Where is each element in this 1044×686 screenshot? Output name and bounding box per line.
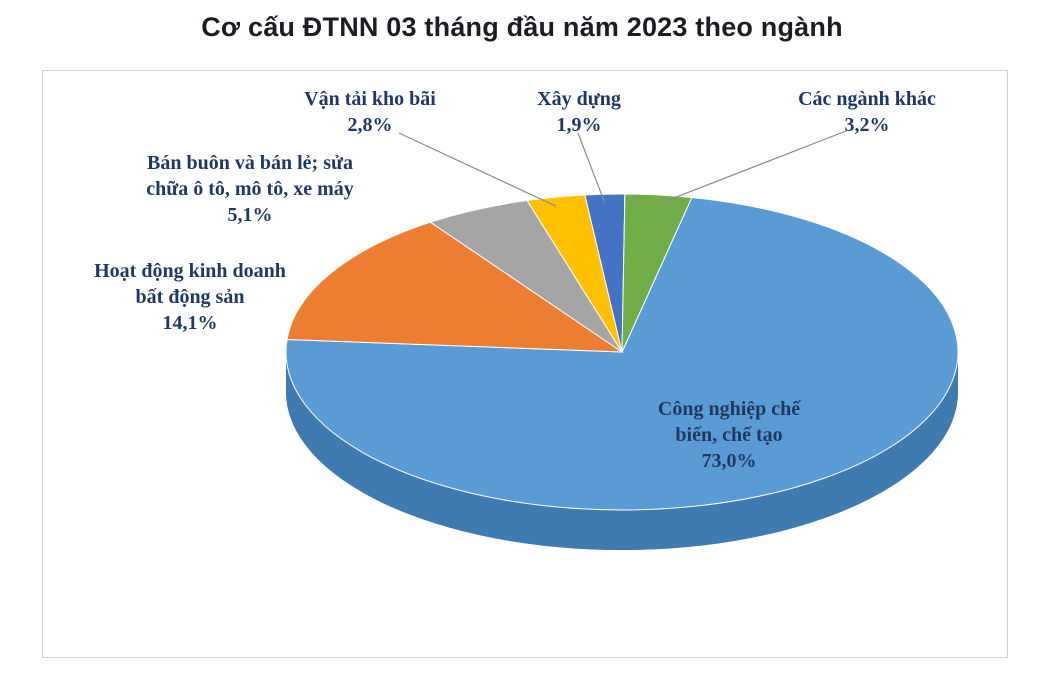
callout-label: Bán buôn và bán lẻ; sửa	[147, 152, 353, 174]
callout-xay-dung: Xây dựng 1,9%	[504, 86, 654, 138]
pie-slice-side-0	[286, 352, 958, 550]
callout-label: bất động sản	[135, 286, 245, 308]
callout-label: Công nghiệp chế	[657, 398, 801, 420]
callout-value: 3,2%	[844, 114, 890, 136]
callout-label: biến, chế tạo	[675, 424, 783, 446]
callout-value: 14,1%	[162, 312, 218, 334]
callout-label: Hoạt động kinh doanh	[94, 260, 286, 282]
callout-label: chữa ô tô, mô tô, xe máy	[146, 178, 354, 200]
callout-label: Các ngành khác	[798, 88, 936, 110]
callout-bat-dong-san: Hoạt động kinh doanh bất động sản 14,1%	[70, 258, 310, 336]
callout-label: Xây dựng	[537, 88, 621, 110]
pie-slice-0	[285, 196, 959, 511]
callout-value: 5,1%	[227, 204, 273, 226]
pie-slice-1	[286, 221, 624, 353]
leader-line-xay-dung	[577, 132, 606, 204]
chart-title: Cơ cấu ĐTNN 03 tháng đầu năm 2023 theo n…	[201, 12, 843, 42]
callout-cong-nghiep-che-bien: Công nghiệp chế biến, chế tạo 73,0%	[598, 396, 860, 474]
callout-van-tai-kho-bai: Vận tải kho bãi 2,8%	[255, 86, 485, 138]
pie-slice-5	[621, 193, 693, 353]
callout-label: Vận tải kho bãi	[304, 88, 436, 110]
callout-value: 73,0%	[701, 450, 757, 472]
leader-line-cac-nganh-khac	[658, 130, 847, 205]
callout-value: 2,8%	[347, 114, 393, 136]
callout-cac-nganh-khac: Các ngành khác 3,2%	[772, 86, 962, 138]
callout-ban-buon-ban-le: Bán buôn và bán lẻ; sửa chữa ô tô, mô tô…	[112, 150, 388, 228]
callout-value: 1,9%	[556, 114, 602, 136]
leader-line-van-tai	[398, 132, 556, 207]
